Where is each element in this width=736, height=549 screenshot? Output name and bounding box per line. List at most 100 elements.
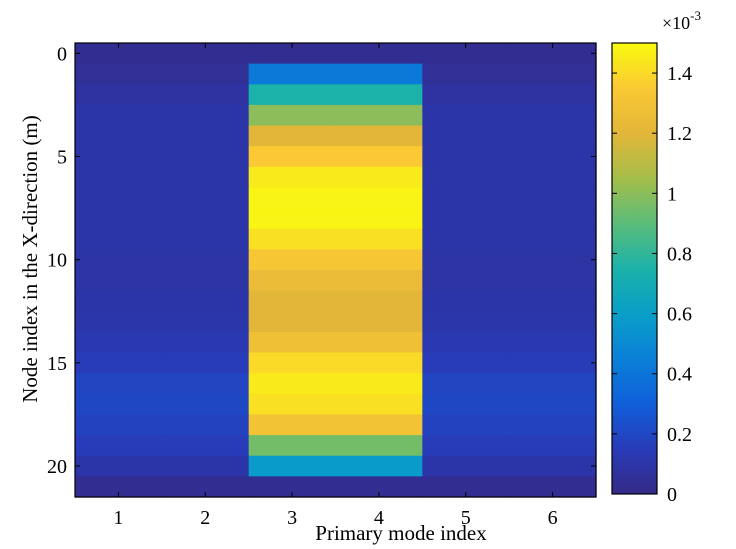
heatmap-cell bbox=[509, 187, 597, 209]
heatmap-cell bbox=[75, 208, 163, 230]
heatmap-cell bbox=[422, 373, 510, 395]
heatmap-cell bbox=[335, 270, 423, 292]
heatmap-cell bbox=[422, 104, 510, 127]
heatmap-cell bbox=[161, 249, 250, 271]
colorbar-tick-label: 1.4 bbox=[667, 63, 692, 85]
axes: 1 2 3 4 5 6 0 5 10 15 20 bbox=[47, 42, 597, 529]
heatmap-cell bbox=[75, 331, 163, 354]
heatmap-cell bbox=[75, 84, 163, 106]
heatmap-cell bbox=[509, 166, 597, 189]
heatmap-cell bbox=[161, 228, 250, 250]
heatmap-cell bbox=[335, 187, 423, 209]
heatmap-cell bbox=[509, 373, 597, 395]
heatmap-cell bbox=[422, 414, 510, 436]
heatmap-cell bbox=[75, 311, 163, 333]
heatmap-cell bbox=[509, 270, 597, 292]
heatmap-cell bbox=[161, 455, 250, 477]
heatmap-cell bbox=[335, 249, 423, 271]
heatmap-cell bbox=[75, 476, 163, 498]
x-tick-label: 5 bbox=[461, 507, 471, 529]
heatmap-cell bbox=[161, 63, 250, 85]
heatmap-cells bbox=[75, 43, 597, 498]
heatmap-cell bbox=[509, 311, 597, 333]
heatmap-cell bbox=[75, 393, 163, 416]
heatmap-cell bbox=[422, 146, 510, 168]
heatmap-cell bbox=[422, 84, 510, 106]
heatmap-cell bbox=[248, 208, 337, 230]
heatmap-cell bbox=[161, 125, 250, 147]
heatmap-cell bbox=[248, 311, 337, 333]
y-axis-label: Node index in the X-direction (m) bbox=[18, 115, 42, 403]
heatmap-cell bbox=[75, 146, 163, 168]
heatmap-cell bbox=[335, 373, 423, 395]
heatmap-cell bbox=[422, 270, 510, 292]
plot-frame bbox=[74, 42, 597, 498]
heatmap-cell bbox=[161, 208, 250, 230]
x-tick-label: 2 bbox=[200, 507, 210, 529]
heatmap-cell bbox=[248, 166, 337, 189]
colorbar-tick-label: 0.8 bbox=[667, 243, 692, 265]
x-tick-label: 1 bbox=[113, 507, 123, 529]
heatmap-cell bbox=[161, 331, 250, 354]
heatmap-cell bbox=[335, 352, 423, 374]
y-tick-label: 0 bbox=[57, 43, 67, 65]
heatmap-cell bbox=[161, 373, 250, 395]
heatmap-cell bbox=[509, 249, 597, 271]
heatmap-cell bbox=[161, 146, 250, 168]
heatmap-cell bbox=[509, 63, 597, 85]
heatmap-cell bbox=[335, 435, 423, 457]
heatmap-cell bbox=[161, 393, 250, 416]
heatmap-cell bbox=[75, 455, 163, 477]
heatmap-cell bbox=[248, 352, 337, 374]
heatmap-cell bbox=[422, 166, 510, 189]
heatmap-cell bbox=[248, 146, 337, 168]
colorbar-tick-label: 1.2 bbox=[667, 123, 692, 145]
heatmap-cell bbox=[335, 476, 423, 498]
heatmap-cell bbox=[509, 146, 597, 168]
heatmap-cell bbox=[248, 270, 337, 292]
x-tick-label: 6 bbox=[548, 507, 558, 529]
y-tick-label: 5 bbox=[57, 147, 67, 169]
heatmap-cell bbox=[509, 228, 597, 250]
heatmap-cell bbox=[75, 435, 163, 457]
heatmap-cell bbox=[75, 270, 163, 292]
colorbar-tick-label: 0.2 bbox=[667, 424, 692, 446]
colorbar-gradient bbox=[611, 42, 658, 495]
heatmap-cell bbox=[248, 435, 337, 457]
heatmap-cell bbox=[335, 43, 423, 65]
heatmap-cell bbox=[509, 290, 597, 312]
heatmap-cell bbox=[75, 352, 163, 374]
x-tick-label: 3 bbox=[287, 507, 297, 529]
heatmap-cell bbox=[248, 43, 337, 65]
heatmap-cell bbox=[75, 373, 163, 395]
heatmap-cell bbox=[161, 270, 250, 292]
heatmap-cell bbox=[509, 331, 597, 354]
colorbar-tick-label: 0.4 bbox=[667, 364, 692, 386]
heatmap-cell bbox=[335, 455, 423, 477]
heatmap-cell bbox=[335, 331, 423, 354]
heatmap-cell bbox=[509, 455, 597, 477]
heatmap-cell bbox=[161, 290, 250, 312]
heatmap-cell bbox=[75, 166, 163, 189]
heatmap-cell bbox=[335, 63, 423, 85]
heatmap-cell bbox=[509, 476, 597, 498]
heatmap-cell bbox=[509, 104, 597, 127]
heatmap-cell bbox=[509, 393, 597, 416]
heatmap-cell bbox=[161, 311, 250, 333]
heatmap-cell bbox=[509, 352, 597, 374]
heatmap-cell bbox=[75, 125, 163, 147]
colorbar-exponent: ×10-3 bbox=[662, 8, 701, 33]
heatmap-cell bbox=[422, 435, 510, 457]
heatmap-cell bbox=[161, 43, 250, 65]
heatmap-cell bbox=[335, 208, 423, 230]
heatmap-cell bbox=[422, 63, 510, 85]
heatmap-cell bbox=[335, 414, 423, 436]
heatmap-cell bbox=[161, 435, 250, 457]
heatmap-cell bbox=[422, 331, 510, 354]
heatmap-cell bbox=[75, 228, 163, 250]
heatmap-cell bbox=[335, 146, 423, 168]
heatmap-cell bbox=[75, 104, 163, 127]
heatmap-cell bbox=[422, 125, 510, 147]
heatmap-cell bbox=[75, 249, 163, 271]
